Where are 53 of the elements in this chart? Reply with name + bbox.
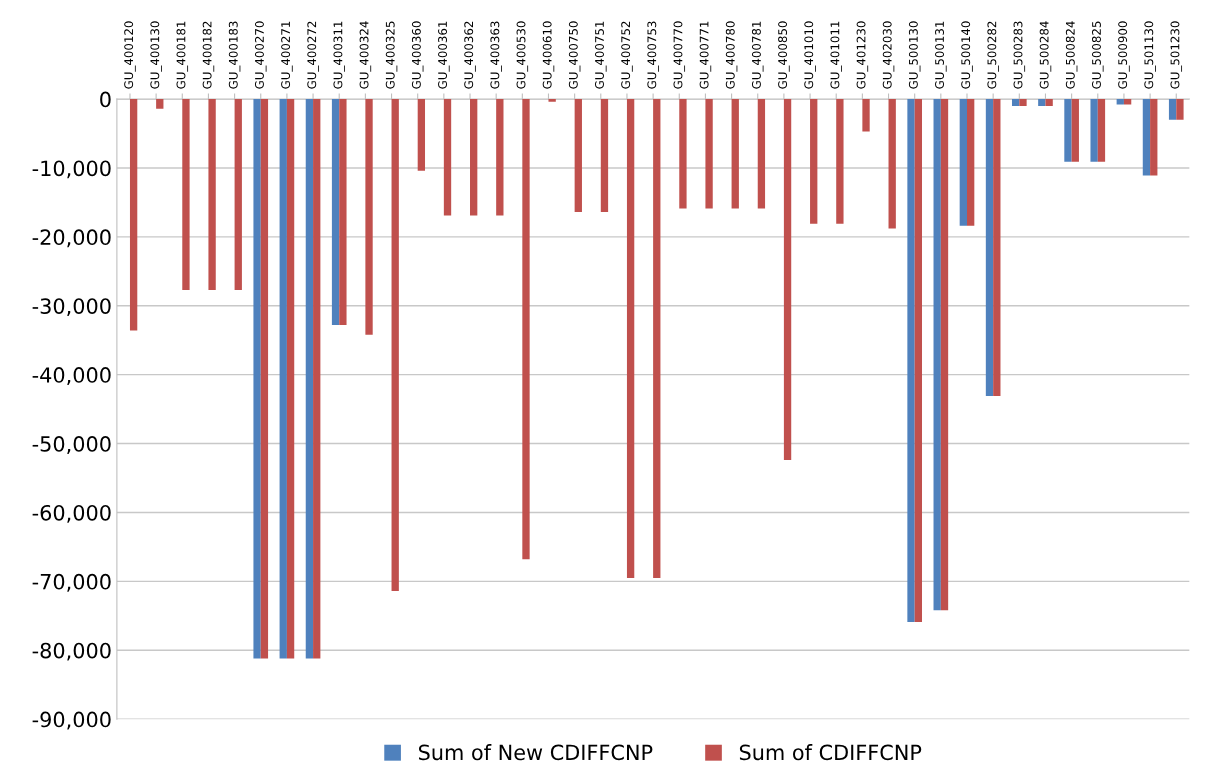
x-tick-label: GU_400752: [621, 21, 633, 89]
x-tick-label: GU_400361: [438, 21, 450, 89]
x-tick-label: GU_500131: [935, 21, 947, 89]
x-tick-label: GU_400751: [595, 21, 607, 89]
x-tick-label: GU_400181: [176, 21, 189, 89]
x-tick-label: GU_400120: [124, 21, 136, 89]
y-tick-label: -40,000: [32, 367, 111, 385]
legend-label: Sum of CDIFFCNP: [739, 744, 922, 761]
x-tick-label: GU_400771: [699, 21, 712, 89]
x-tick-label: GU_400130: [150, 21, 162, 89]
x-tick-label: GU_500282: [987, 21, 999, 89]
legend-label: Sum of New CDIFFCNP: [418, 744, 653, 761]
y-tick-label: -50,000: [32, 436, 111, 454]
x-tick-label: GU_400182: [202, 21, 215, 89]
x-tick-label: GU_500140: [961, 21, 973, 89]
x-tick-label: GU_400770: [673, 21, 686, 89]
x-tick-label: GU_400750: [568, 21, 581, 89]
y-tick-label: -60,000: [32, 504, 111, 523]
x-tick-label: GU_400272: [307, 21, 319, 89]
x-tick-label: GU_401230: [856, 21, 869, 89]
x-tick-label: GU_500283: [1013, 21, 1026, 89]
x-tick-label: GU_400781: [751, 21, 764, 89]
x-tick-label: GU_400325: [385, 21, 398, 89]
x-tick-label: GU_400610: [542, 21, 555, 89]
x-tick-label: GU_402030: [882, 21, 895, 89]
x-tick-label: GU_500900: [1118, 21, 1130, 89]
y-tick-label: -80,000: [32, 642, 111, 661]
x-tick-label: GU_400271: [281, 21, 293, 89]
x-tick-label: GU_400363: [490, 21, 502, 89]
x-tick-label: GU_400360: [411, 21, 424, 89]
x-tick-label: GU_400850: [778, 21, 790, 89]
x-tick-label: GU_400780: [725, 21, 738, 89]
x-tick-label: GU_500130: [908, 21, 921, 89]
x-tick-label: GU_400270: [254, 21, 267, 89]
x-tick-label: GU_401011: [830, 21, 842, 89]
x-tick-label: GU_400530: [516, 21, 529, 89]
x-tick-label: GU_501130: [1144, 21, 1156, 89]
y-tick-label: -20,000: [32, 229, 111, 248]
x-tick-label: GU_400183: [228, 21, 241, 89]
x-tick-label: GU_400311: [333, 21, 345, 89]
x-tick-label: GU_400362: [464, 21, 476, 89]
x-tick-label: GU_500824: [1065, 21, 1078, 89]
y-tick-label: -70,000: [32, 573, 111, 592]
x-tick-label: GU_400753: [647, 21, 659, 89]
x-tick-label: GU_500284: [1039, 21, 1052, 89]
y-tick-label: -30,000: [32, 298, 111, 317]
y-tick-label: -10,000: [32, 160, 111, 179]
x-tick-label: GU_401010: [804, 21, 816, 89]
x-tick-label: GU_400324: [359, 21, 372, 89]
y-tick-label: 0: [100, 91, 111, 108]
y-tick-label: -90,000: [32, 711, 111, 730]
x-tick-label: GU_501230: [1170, 21, 1183, 89]
x-tick-label: GU_500825: [1092, 21, 1104, 89]
